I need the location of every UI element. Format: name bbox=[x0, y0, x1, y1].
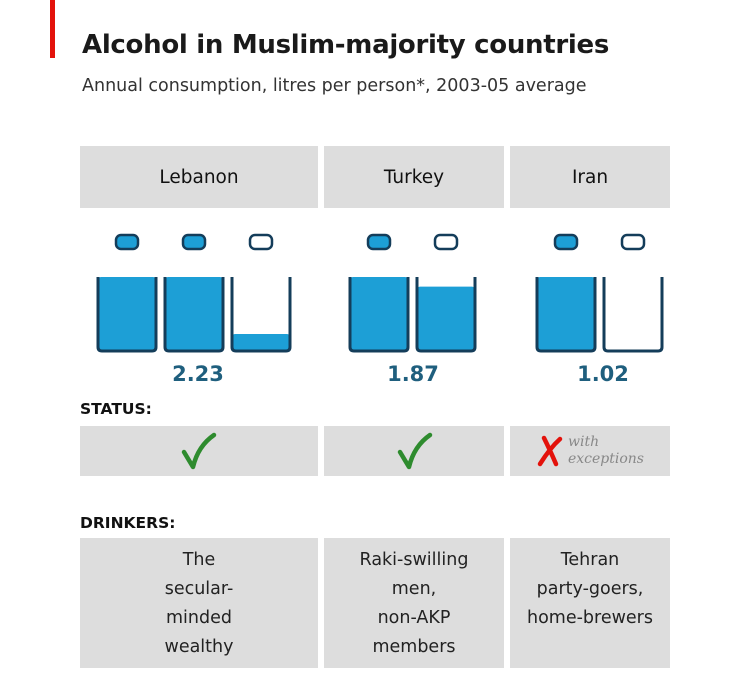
bottle-lebanon-3 bbox=[232, 235, 290, 351]
bottle-fill bbox=[232, 334, 290, 351]
bottle-fill bbox=[537, 277, 595, 351]
bottle-fill bbox=[417, 287, 475, 351]
value-label-lebanon: 2.23 bbox=[128, 362, 268, 386]
bottle-turkey-1 bbox=[350, 235, 408, 351]
bottle-lebanon-2 bbox=[165, 235, 223, 351]
drinkers-label: DRINKERS: bbox=[80, 514, 175, 532]
bottle-fill bbox=[98, 277, 156, 351]
drinkers-iran: Tehran party-goers, home-brewers bbox=[510, 538, 670, 668]
bottle-turkey-2 bbox=[417, 235, 475, 351]
status-panel-turkey bbox=[324, 426, 504, 476]
drinkers-turkey: Raki-swilling men, non-AKP members bbox=[324, 538, 504, 668]
bottle-fill bbox=[350, 277, 408, 351]
checkmark-icon bbox=[80, 426, 318, 476]
bottle-iran-1 bbox=[537, 235, 595, 351]
checkmark-icon bbox=[324, 426, 504, 476]
bottle-lebanon-1 bbox=[98, 235, 156, 351]
status-panel-iran: with exceptions bbox=[510, 426, 670, 476]
cross-icon bbox=[536, 434, 564, 468]
bottle-iran-2 bbox=[604, 235, 662, 351]
status-label: STATUS: bbox=[80, 400, 152, 418]
value-label-turkey: 1.87 bbox=[343, 362, 483, 386]
value-label-iran: 1.02 bbox=[533, 362, 673, 386]
bottle-fill bbox=[165, 277, 223, 351]
status-exception-text: with exceptions bbox=[568, 434, 644, 468]
status-panel-lebanon bbox=[80, 426, 318, 476]
drinkers-lebanon: The secular- minded wealthy bbox=[80, 538, 318, 668]
